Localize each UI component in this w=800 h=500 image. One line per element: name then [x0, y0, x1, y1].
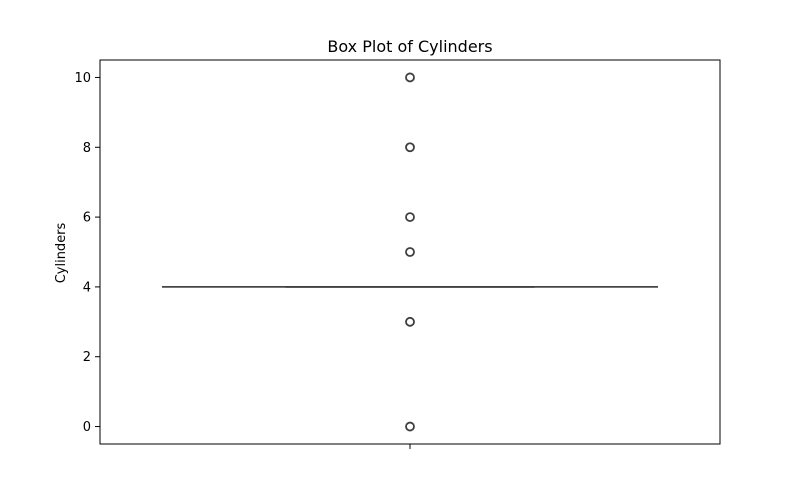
y-axis-label: Cylinders: [54, 222, 69, 283]
y-tick-label: 2: [83, 350, 91, 365]
y-tick-label: 8: [83, 141, 91, 156]
plot-frame: [99, 59, 721, 445]
y-tick-label: 6: [83, 211, 91, 226]
box-series: [162, 72, 658, 432]
outlier-point: [405, 247, 415, 257]
outlier-point: [405, 212, 415, 222]
y-tick-label: 10: [74, 71, 91, 86]
y-tick-label: 4: [83, 280, 91, 295]
outlier-point: [405, 421, 415, 432]
y-axis-ticks: 0 2 4 6 8 10: [74, 71, 100, 435]
outlier-point: [405, 142, 415, 153]
outlier-point: [405, 316, 415, 327]
chart-title: Box Plot of Cylinders: [327, 37, 492, 56]
y-tick-label: 0: [83, 420, 91, 435]
outlier-point: [405, 72, 415, 83]
